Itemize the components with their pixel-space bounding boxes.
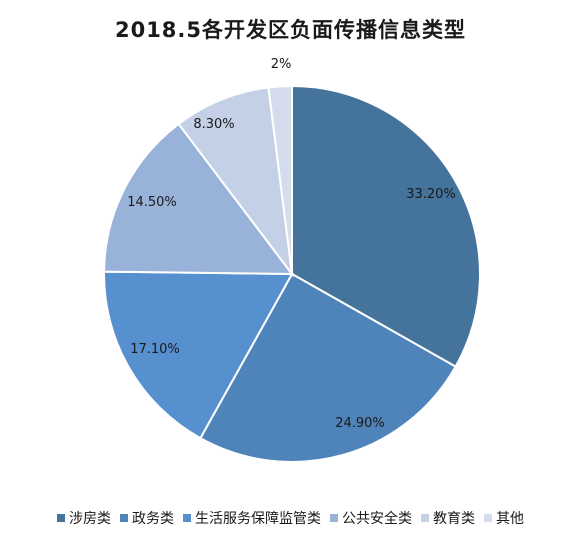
- legend-swatch-6: [484, 514, 492, 522]
- data-label-1: 33.20%: [406, 187, 456, 202]
- data-label-5: 8.30%: [193, 117, 234, 132]
- legend-label-4: 公共安全类: [342, 511, 412, 527]
- legend-label-2: 政务类: [132, 511, 174, 527]
- pie-slice-6: [267, 84, 293, 275]
- legend-swatch-1: [57, 514, 65, 522]
- legend-item-4: 公共安全类: [330, 508, 412, 528]
- pie-slice-4: [103, 122, 295, 276]
- chart-title: 2018.5各开发区负面传播信息类型: [114, 18, 467, 42]
- data-label-4: 14.50%: [127, 195, 177, 210]
- chart-legend: 涉房类 政务类 生活服务保障监管类 公共安全类 教育类 其他: [0, 508, 581, 528]
- data-label-6: 2%: [271, 57, 292, 72]
- legend-swatch-2: [120, 514, 128, 522]
- legend-swatch-5: [421, 514, 429, 522]
- legend-item-6: 其他: [484, 508, 524, 528]
- pie-slice-3: [103, 270, 294, 440]
- legend-label-5: 教育类: [433, 511, 475, 527]
- legend-item-2: 政务类: [120, 508, 174, 528]
- legend-swatch-3: [183, 514, 191, 522]
- pie-slice-5: [177, 86, 294, 278]
- legend-item-1: 涉房类: [57, 508, 111, 528]
- pie-slice-2: [199, 272, 457, 463]
- data-label-3: 17.10%: [130, 342, 180, 357]
- legend-item-5: 教育类: [421, 508, 475, 528]
- legend-label-6: 其他: [496, 511, 524, 527]
- legend-label-1: 涉房类: [69, 511, 111, 527]
- legend-swatch-4: [330, 514, 338, 522]
- pie-slice-1: [291, 84, 481, 368]
- data-label-2: 24.90%: [335, 416, 385, 431]
- legend-item-3: 生活服务保障监管类: [183, 508, 321, 528]
- legend-label-3: 生活服务保障监管类: [195, 511, 321, 527]
